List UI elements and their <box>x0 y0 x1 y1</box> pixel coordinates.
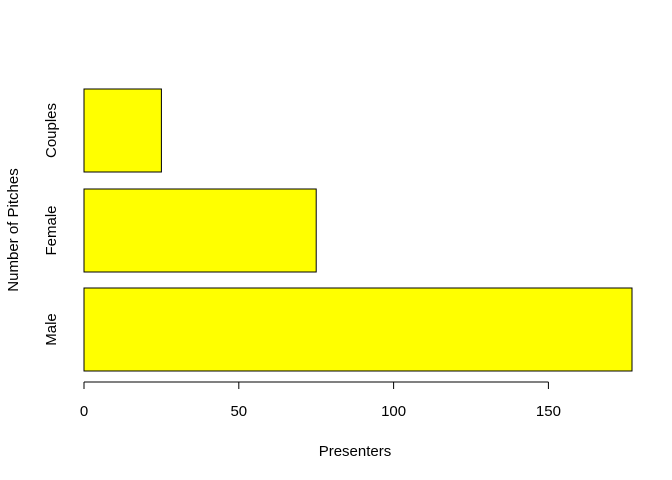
y-axis-title: Number of Pitches <box>5 168 22 291</box>
x-tick-label-0: 0 <box>80 403 88 420</box>
x-axis-title: Presenters <box>319 443 392 460</box>
x-axis: 0 50 100 150 <box>80 381 561 420</box>
category-label-male: Male <box>43 313 60 346</box>
x-tick-label-50: 50 <box>230 403 247 420</box>
bar-couples <box>83 88 162 173</box>
category-label-couples: Couples <box>43 103 60 158</box>
x-tick-label-100: 100 <box>381 403 406 420</box>
category-label-female: Female <box>43 205 60 255</box>
bars-group <box>83 88 633 372</box>
bar-female <box>83 188 317 273</box>
x-tick-label-150: 150 <box>536 403 561 420</box>
category-labels-group: Male Female Couples <box>43 103 60 346</box>
bar-male <box>83 287 633 372</box>
